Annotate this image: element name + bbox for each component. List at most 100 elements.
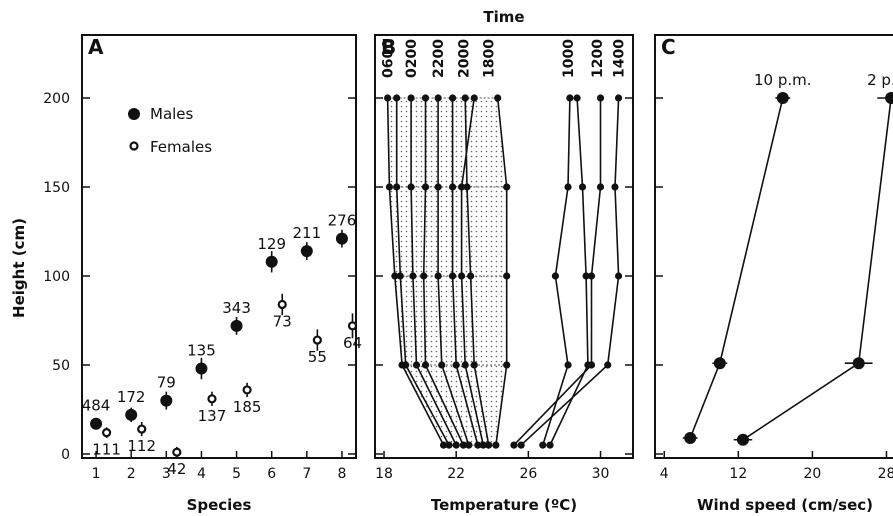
temperature-point (452, 441, 460, 449)
male-sample-label: 172 (117, 388, 146, 406)
temperature-point (611, 183, 619, 191)
female-sample-label: 64 (343, 334, 362, 352)
temperature-point (614, 272, 623, 280)
y-tick-label: 100 (43, 269, 70, 285)
temperature-point (564, 183, 572, 191)
temperature-point (421, 183, 430, 191)
panel-a-letter: A (88, 35, 104, 59)
temperature-point (517, 441, 525, 449)
panel-a-x-tick-label: 7 (302, 466, 311, 482)
panel-b-x-axis-label: Temperature (ºC) (431, 496, 577, 514)
female-sample-label: 55 (308, 348, 327, 366)
panel-c-letter: C (661, 35, 676, 59)
panel-a-frame (81, 34, 357, 459)
female-point (172, 447, 182, 457)
temperature-point (434, 272, 442, 280)
temperature-point (587, 361, 596, 369)
hour-label: 2000 (456, 39, 472, 78)
legend-males-marker (128, 108, 140, 120)
panel-a-x-tick-label: 5 (232, 466, 241, 482)
female-point (312, 335, 322, 345)
temperature-point (539, 441, 547, 449)
temperature-point (434, 183, 442, 191)
wind-point (852, 357, 865, 370)
panel-a-x-axis-label: Species (187, 496, 252, 514)
temperature-point (384, 94, 392, 102)
temperature-point (546, 441, 554, 449)
male-sample-label: 211 (293, 224, 322, 242)
hour-label: 0600 (381, 39, 397, 78)
hour-label: 2200 (431, 39, 447, 78)
male-sample-label: 484 (82, 397, 111, 415)
female-sample-label: 111 (92, 441, 121, 459)
male-point (125, 408, 138, 421)
temperature-point (438, 361, 446, 369)
temperature-point (385, 183, 394, 191)
temperature-point (407, 94, 415, 102)
panel-c-x-tick-label: 28 (878, 466, 893, 482)
panel-a: A 0 50 100 150 200 1 2 3 4 5 6 7 8 Species Males Females… (43, 34, 362, 514)
temperature-point (474, 441, 482, 449)
female-sample-label: 42 (167, 460, 186, 478)
wind-point (736, 433, 749, 446)
female-point (101, 428, 112, 438)
female-point (137, 424, 147, 434)
hour-label: 1000 (561, 39, 577, 78)
temperature-point (465, 441, 473, 449)
panel-b-x-tick-label: 30 (592, 466, 610, 482)
temperature-point (458, 272, 466, 280)
wind-series-label: 10 p.m. (754, 71, 812, 89)
wind-profile-line (689, 97, 784, 439)
panel-b-x-tick-label: 18 (375, 466, 393, 482)
male-point (195, 362, 208, 375)
temperature-point (448, 183, 457, 191)
temperature-profile-line (513, 98, 602, 446)
y-tick-label: 0 (61, 447, 70, 463)
temperature-point (434, 94, 442, 102)
panel-a-x-tick-label: 1 (92, 466, 101, 482)
temperature-point (596, 94, 605, 102)
temperature-point (448, 94, 457, 102)
temperature-profile-line (542, 97, 571, 446)
temperature-point (614, 94, 623, 102)
male-sample-label: 79 (157, 374, 176, 392)
panel-c-x-tick-label: 4 (660, 466, 669, 482)
temperature-point (409, 272, 417, 280)
temperature-point (412, 361, 421, 369)
panel-a-x-tick-label: 6 (267, 466, 276, 482)
temperature-point (503, 361, 511, 369)
temperature-profile-line (520, 97, 620, 446)
temperature-point (463, 183, 471, 191)
temperature-point (479, 441, 487, 449)
hour-label: 1800 (482, 39, 498, 78)
panel-b-frame (374, 34, 634, 459)
panel-c-x-tick-label: 20 (803, 466, 821, 482)
temperature-point (452, 361, 460, 369)
temperature-point (421, 94, 430, 102)
panel-c: C 4 12 20 28 Wind speed (cm/sec) 10 p.m. 2 p.m. (654, 34, 893, 514)
temperature-point (587, 272, 596, 280)
y-tick-label: 150 (43, 180, 70, 196)
temperature-point (421, 361, 430, 369)
female-point (347, 321, 358, 331)
temperature-point (439, 441, 448, 449)
female-point (207, 394, 217, 404)
temperature-point (578, 183, 587, 191)
y-tick-label: 50 (52, 358, 70, 374)
temperature-point (393, 183, 401, 191)
temperature-point (582, 272, 590, 280)
panel-b-x-tick-label: 22 (447, 466, 465, 482)
time-label: Time (483, 8, 524, 26)
panel-a-x-tick-label: 3 (162, 466, 171, 482)
temperature-point (448, 272, 457, 280)
female-sample-label: 137 (198, 407, 227, 425)
panel-a-x-tick-label: 4 (197, 466, 206, 482)
male-point (265, 255, 278, 268)
temperature-point (470, 361, 478, 369)
temperature-point (458, 183, 466, 191)
legend-males-label: Males (150, 105, 194, 123)
male-sample-label: 343 (222, 299, 251, 317)
temperature-point (492, 441, 500, 449)
temperature-point (461, 361, 469, 369)
